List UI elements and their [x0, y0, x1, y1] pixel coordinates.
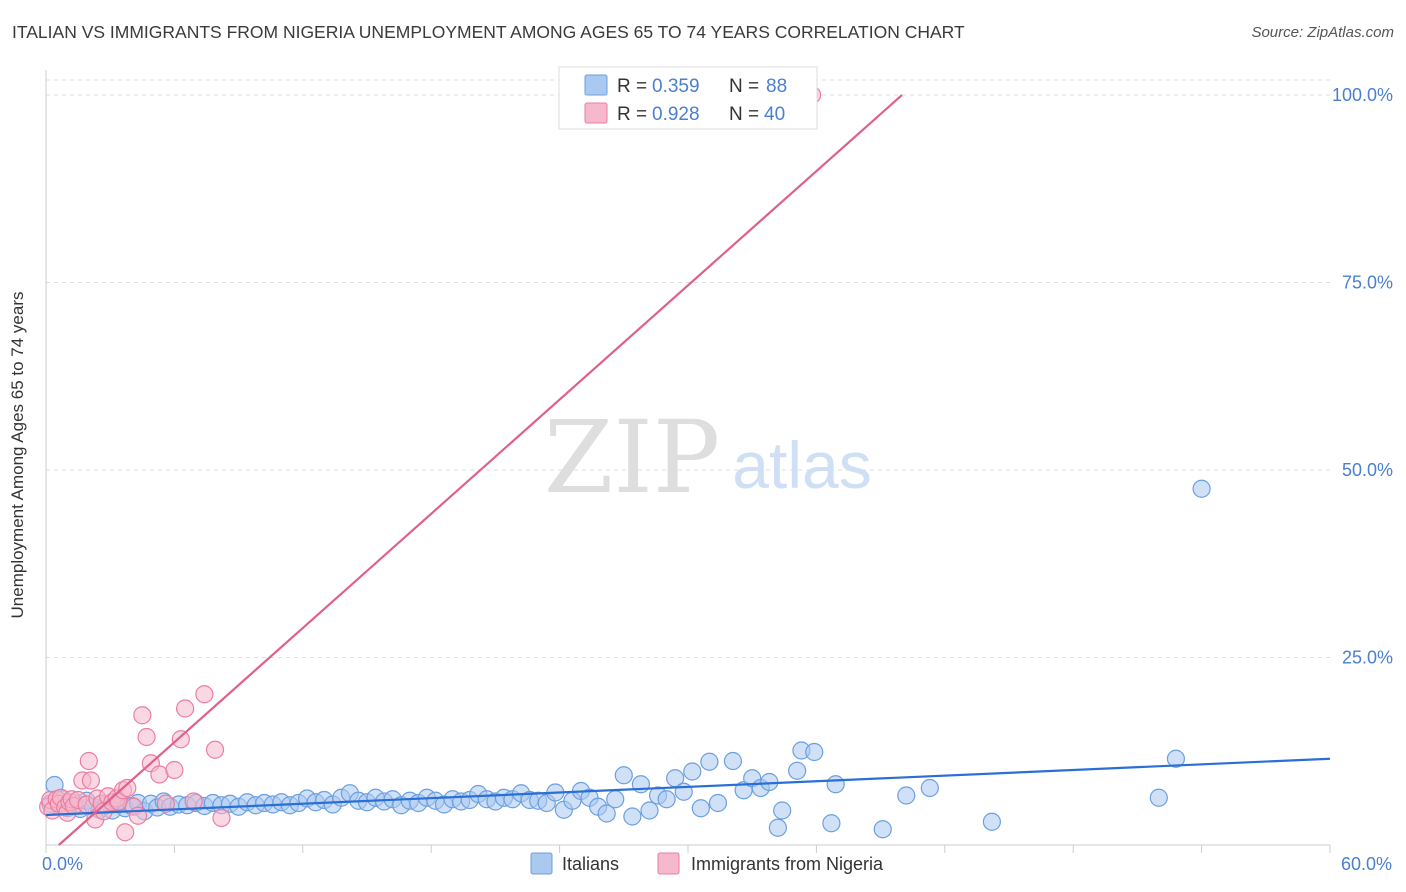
legend-n-label-nigeria: N =: [729, 104, 759, 125]
legend-n-value-italians: 88: [766, 76, 787, 97]
nigeria-point: [137, 727, 156, 747]
italians-trendline: [45, 757, 1331, 817]
italians-point: [1149, 788, 1168, 807]
nigeria-point: [205, 740, 225, 759]
italians-point: [623, 807, 642, 826]
axes: [45, 70, 1331, 853]
y-tick-label: 75.0%: [1342, 273, 1393, 293]
legend-swatch-nigeria: [584, 102, 608, 124]
nigeria-point: [212, 808, 231, 828]
italians-point: [708, 793, 728, 813]
y-tick-label: 50.0%: [1342, 460, 1393, 480]
italians-point: [773, 801, 792, 820]
italians-point: [873, 820, 892, 839]
nigeria-point: [195, 685, 214, 704]
italians-point: [826, 775, 845, 794]
series-legend: Italians Immigrants from Nigeria: [530, 852, 884, 875]
nigeria-point: [156, 794, 175, 813]
italians-points: [41, 479, 1211, 839]
gridlines: [46, 79, 1330, 658]
watermark: ZIP atlas: [544, 399, 872, 516]
legend-r-value-italians: 0.359: [652, 76, 700, 97]
nigeria-point: [116, 823, 135, 842]
italians-point: [700, 752, 719, 771]
legend-r-value-nigeria: 0.928: [652, 104, 700, 125]
y-tick-label: 25.0%: [1342, 648, 1393, 668]
italians-point: [606, 790, 625, 809]
watermark-atlas: atlas: [732, 428, 871, 502]
nigeria-point: [118, 778, 137, 798]
bottom-legend-label-italians: Italians: [562, 854, 619, 874]
legend-r-label-nigeria: R =: [617, 104, 647, 125]
nigeria-point: [165, 760, 184, 780]
italians-point: [657, 790, 676, 809]
italians-point: [640, 801, 659, 820]
stats-legend: R = 0.359 N = 88 R = 0.928 N = 40: [558, 66, 818, 130]
source-label: Source: ZipAtlas.com: [1251, 24, 1394, 41]
italians-point: [788, 761, 807, 780]
italians-point: [614, 766, 633, 785]
italians-point: [822, 814, 841, 833]
bottom-legend-swatch-nigeria: [657, 852, 680, 875]
nigeria-point: [171, 730, 190, 749]
nigeria-point: [79, 751, 98, 771]
italians-point: [768, 818, 787, 837]
italians-point: [805, 742, 824, 762]
legend-r-label-italians: R =: [617, 76, 647, 97]
italians-point: [897, 786, 916, 805]
x-tick-label: 60.0%: [1341, 854, 1392, 874]
italians-point: [982, 812, 1001, 831]
trendlines: [45, 94, 1331, 846]
watermark-zip: ZIP: [544, 399, 720, 516]
chart-title: ITALIAN VS IMMIGRANTS FROM NIGERIA UNEMP…: [12, 22, 965, 42]
italians-point: [1192, 479, 1211, 498]
legend-swatch-italians: [584, 74, 608, 96]
italians-point: [920, 778, 939, 798]
nigeria-point: [133, 706, 152, 725]
italians-point: [683, 762, 702, 781]
y-tick-label: 100.0%: [1332, 85, 1393, 105]
bottom-legend-swatch-italians: [530, 852, 553, 875]
italians-point: [597, 804, 616, 823]
bottom-legend-label-nigeria: Immigrants from Nigeria: [691, 854, 884, 874]
legend-n-value-nigeria: 40: [764, 104, 785, 125]
nigeria-point: [176, 699, 195, 718]
nigeria-points: [39, 85, 822, 842]
nigeria-point: [81, 771, 101, 790]
italians-point: [691, 799, 710, 818]
nigeria-trendline: [58, 94, 903, 846]
nigeria-point: [150, 765, 169, 784]
legend-n-label-italians: N =: [729, 76, 759, 97]
italians-point: [1166, 749, 1186, 768]
nigeria-point: [184, 792, 203, 811]
tick-labels: 25.0% 50.0% 75.0% 100.0% 0.0% 60.0%: [42, 85, 1393, 874]
italians-point: [723, 751, 743, 771]
x-tick-label: 0.0%: [42, 854, 83, 874]
